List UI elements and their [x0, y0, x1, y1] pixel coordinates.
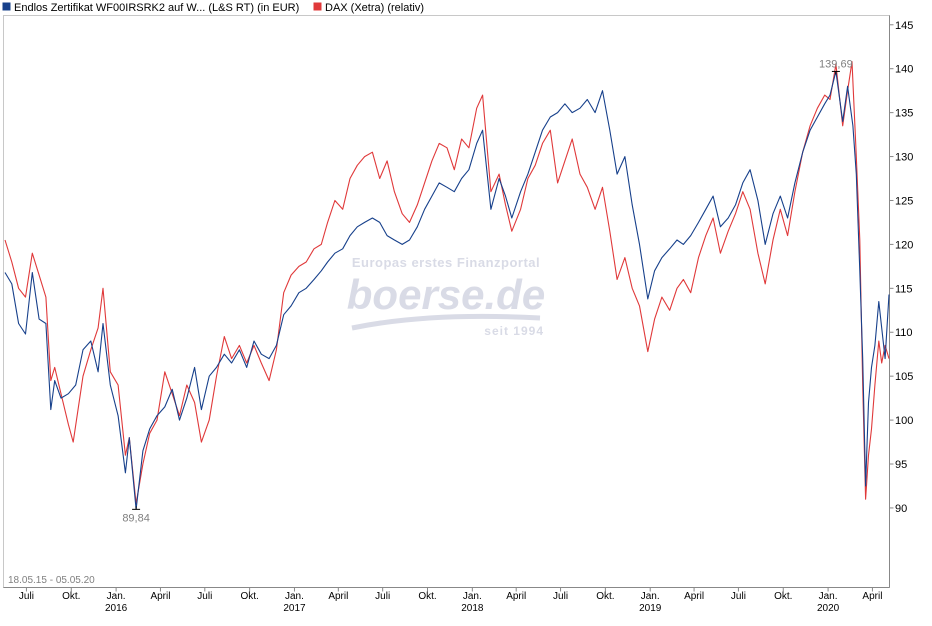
legend-swatch-certificate — [2, 2, 11, 11]
x-tick-year-label: 2020 — [817, 603, 840, 614]
x-tick-label: Jan. — [641, 591, 660, 602]
legend-swatch-dax — [313, 2, 322, 11]
annotation-label-min: 89,84 — [122, 512, 150, 524]
x-tick-label: Juli — [19, 591, 34, 602]
x-tick-label: Juli — [375, 591, 390, 602]
x-tick-year-label: 2019 — [639, 603, 662, 614]
x-tick-label: Jan. — [107, 591, 126, 602]
x-tick-label: April — [862, 591, 882, 602]
x-tick-label: April — [328, 591, 348, 602]
x-tick-year-label: 2016 — [105, 603, 128, 614]
y-tick-label: 130 — [895, 152, 913, 164]
annotations: 139,69 89,84 — [122, 58, 852, 524]
x-tick-label: Juli — [197, 591, 212, 602]
y-tick-label: 105 — [895, 371, 913, 383]
y-tick-label: 135 — [895, 108, 913, 120]
y-tick-label: 110 — [895, 327, 913, 339]
x-tick-label: Okt. — [62, 591, 80, 602]
series-layer — [4, 61, 890, 510]
watermark-swoosh — [351, 313, 541, 331]
x-tick-label: Jan. — [819, 591, 838, 602]
y-axis-ticks: 90 95 100 105 110 115 120 125 130 135 140 145 — [889, 20, 913, 515]
y-tick-label: 120 — [895, 239, 913, 251]
x-tick-label: April — [150, 591, 170, 602]
watermark-tagline: Europas erstes Finanzportal — [352, 255, 540, 270]
x-tick-label: Jan. — [285, 591, 304, 602]
x-tick-year-label: 2018 — [461, 603, 484, 614]
x-tick-year-label: 2017 — [283, 603, 306, 614]
legend-label-dax: DAX (Xetra) (relativ) — [325, 2, 424, 14]
legend: Endlos Zertifikat WF00IRSRK2 auf W... (L… — [2, 2, 424, 14]
x-tick-label: Okt. — [418, 591, 436, 602]
series-line-dax — [4, 61, 890, 505]
x-tick-label: Okt. — [240, 591, 258, 602]
y-tick-label: 115 — [895, 283, 913, 295]
x-tick-label: Juli — [731, 591, 746, 602]
watermark-since: seit 1994 — [484, 324, 544, 338]
y-tick-label: 90 — [895, 503, 907, 515]
watermark: Europas erstes Finanzportal boerse.de se… — [347, 255, 545, 338]
x-tick-label: Okt. — [596, 591, 614, 602]
x-tick-label: April — [684, 591, 704, 602]
y-tick-label: 145 — [895, 20, 913, 32]
y-tick-label: 95 — [895, 459, 907, 471]
x-tick-label: Juli — [553, 591, 568, 602]
y-tick-label: 100 — [895, 415, 913, 427]
watermark-logo: boerse.de — [347, 271, 545, 318]
x-tick-label: Jan. — [463, 591, 482, 602]
plot-area — [3, 15, 890, 588]
series-line-certificate — [4, 70, 890, 510]
y-tick-label: 140 — [895, 64, 913, 76]
legend-label-certificate: Endlos Zertifikat WF00IRSRK2 auf W... (L… — [14, 2, 299, 14]
x-tick-label: April — [506, 591, 526, 602]
date-range-label: 18.05.15 - 05.05.20 — [8, 575, 95, 586]
annotation-label-max: 139,69 — [819, 58, 853, 70]
y-tick-label: 125 — [895, 195, 913, 207]
x-tick-label: Okt. — [774, 591, 792, 602]
